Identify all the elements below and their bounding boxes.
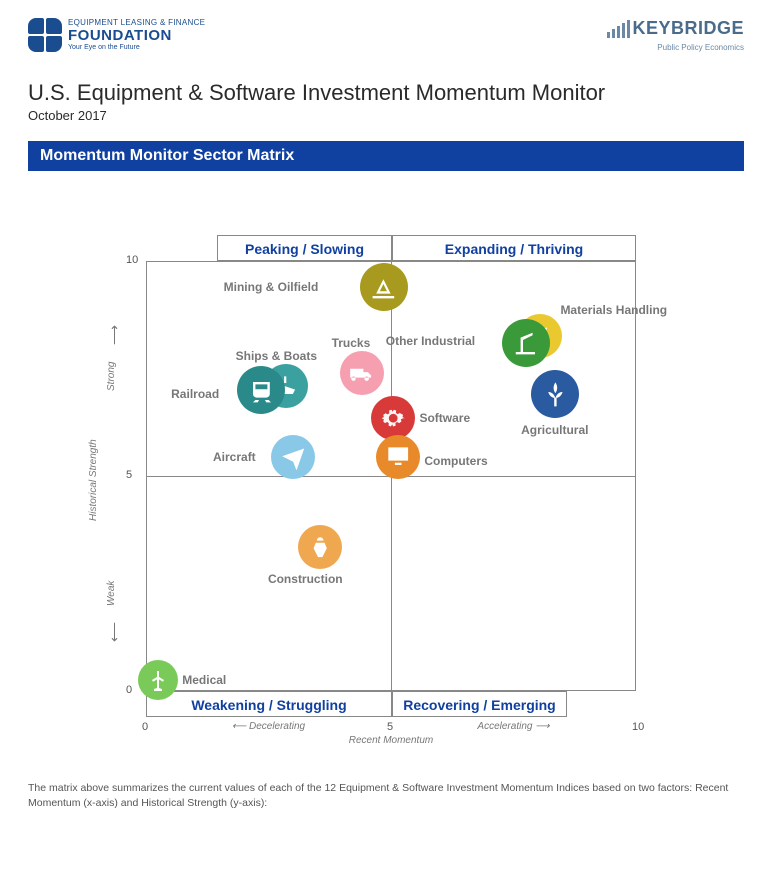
point-label: Agricultural: [521, 423, 588, 437]
quadrant-chart: Peaking / SlowingExpanding / Thriving Wea…: [46, 201, 726, 761]
y-axis-title: Historical Strength: [88, 439, 99, 521]
point-label: Medical: [182, 673, 226, 687]
y-tick: 0: [126, 684, 140, 696]
point-label: Computers: [424, 454, 487, 468]
keybridge-name: KEYBRIDGE: [607, 18, 744, 39]
y-arrow-icon: ⟵: [106, 621, 123, 641]
keybridge-bars-icon: [607, 20, 630, 38]
header: EQUIPMENT LEASING & FINANCE FOUNDATION Y…: [28, 18, 744, 52]
quadrant-label-top_right: Expanding / Thriving: [392, 235, 636, 261]
page-date: October 2017: [28, 108, 744, 123]
title-block: U.S. Equipment & Software Investment Mom…: [28, 80, 744, 123]
x-axis-title: Recent Momentum: [146, 735, 636, 746]
foundation-logo: EQUIPMENT LEASING & FINANCE FOUNDATION Y…: [28, 18, 205, 52]
point-railroad: [237, 366, 285, 414]
y-sublabel: Weak: [106, 580, 117, 605]
foundation-logo-icon: [28, 18, 62, 52]
point-label: Ships & Boats: [236, 349, 317, 363]
point-label: Trucks: [332, 336, 371, 350]
point-trucks: [340, 351, 384, 395]
y-tick: 5: [126, 469, 140, 481]
foundation-logo-text: EQUIPMENT LEASING & FINANCE FOUNDATION Y…: [68, 18, 205, 51]
section-bar: Momentum Monitor Sector Matrix: [28, 141, 744, 171]
point-label: Construction: [268, 572, 343, 586]
point-label: Mining & Oilfield: [224, 280, 319, 294]
keybridge-tagline: Public Policy Economics: [607, 43, 744, 52]
point-label: Materials Handling: [560, 303, 667, 317]
footnote: The matrix above summarizes the current …: [28, 781, 744, 810]
foundation-line1: EQUIPMENT LEASING & FINANCE: [68, 18, 205, 27]
point-label: Aircraft: [213, 450, 256, 464]
point-label: Software: [419, 411, 470, 425]
quadrant-label-bot_left: Weakening / Struggling: [146, 691, 392, 717]
y-sublabel: Strong: [106, 361, 117, 390]
point-label: Railroad: [171, 387, 219, 401]
x-sublabel: ⟵ Decelerating: [209, 721, 329, 732]
x-tick: 10: [632, 721, 644, 733]
x-tick: 5: [387, 721, 393, 733]
point-aircraft: [271, 435, 315, 479]
x-tick: 0: [142, 721, 148, 733]
foundation-line2: FOUNDATION: [68, 27, 205, 44]
point-label: Other Industrial: [386, 334, 475, 348]
quadrant-label-top_left: Peaking / Slowing: [217, 235, 392, 261]
y-tick: 10: [126, 254, 140, 266]
page-title: U.S. Equipment & Software Investment Mom…: [28, 80, 744, 106]
point-software: [371, 396, 415, 440]
y-arrow-icon: ⟶: [106, 324, 123, 344]
point-medical: [138, 660, 178, 700]
point-other-industrial: [502, 319, 550, 367]
point-construction: [298, 525, 342, 569]
foundation-tagline: Your Eye on the Future: [68, 44, 205, 51]
point-agricultural: [531, 370, 579, 418]
keybridge-logo: KEYBRIDGE Public Policy Economics: [607, 18, 744, 52]
x-sublabel: Accelerating ⟶: [454, 721, 574, 732]
quadrant-label-bot_right: Recovering / Emerging: [392, 691, 567, 717]
point-mining-oilfield: [360, 263, 408, 311]
point-computers: [376, 435, 420, 479]
